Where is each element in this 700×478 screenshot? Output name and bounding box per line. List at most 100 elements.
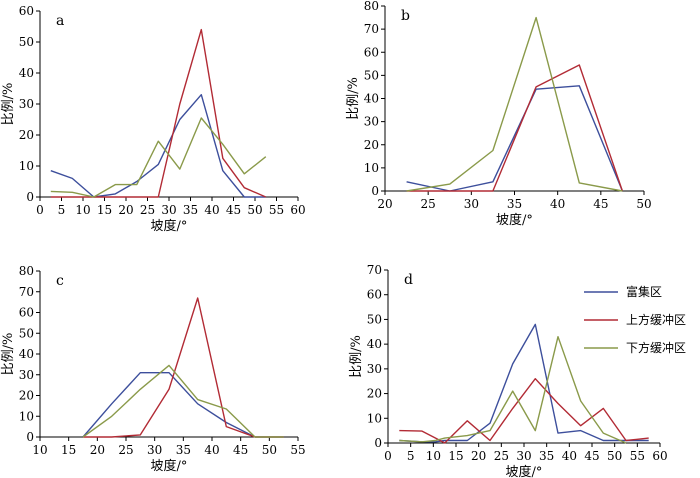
x-tick-label: 25	[494, 449, 509, 463]
y-tick-label: 10	[19, 409, 34, 423]
chart-panel-d: 0 10 20 30 40 50 60 70 0 5 10 15 20 25 30 35 40 45 50 55 60 坡…	[349, 263, 668, 478]
series-line-3	[82, 364, 284, 438]
x-tick-label: 35	[176, 443, 191, 457]
series-line-2	[50, 28, 267, 198]
series-line-3	[50, 117, 267, 198]
y-tick-label: 70	[19, 285, 34, 299]
x-tick-label: 45	[226, 203, 241, 217]
panel-label-b: b	[401, 8, 410, 24]
x-tick-label: 40	[204, 203, 219, 217]
x-tick-label: 10	[32, 443, 47, 457]
y-tick-label: 80	[364, 0, 379, 13]
x-tick-label: 50	[262, 443, 277, 457]
x-tick-label: 30	[516, 449, 531, 463]
legend-label-1: 富集区	[626, 284, 662, 299]
x-tick-label: 50	[636, 197, 651, 211]
y-tick-label: 0	[371, 184, 379, 198]
y-tick-label: 50	[19, 35, 34, 49]
y-tick-label: 30	[364, 115, 379, 129]
y-tick-label: 60	[19, 4, 34, 18]
series-line-1	[50, 93, 266, 198]
y-tick-label: 20	[364, 138, 379, 152]
x-axis-title: 坡度/°	[496, 212, 533, 228]
x-tick-label: 35	[507, 197, 522, 211]
x-tick-label: 30	[161, 203, 176, 217]
y-tick-label: 0	[26, 190, 34, 204]
y-tick-label: 10	[364, 161, 379, 175]
x-tick-label: 35	[183, 203, 198, 217]
x-tick-label: 25	[421, 197, 436, 211]
y-tick-label: 40	[367, 337, 382, 351]
y-tick-label: 20	[367, 387, 382, 401]
y-tick-label: 70	[364, 22, 379, 36]
x-tick-label: 40	[562, 449, 577, 463]
series-line-2	[83, 297, 284, 438]
y-tick-label: 60	[367, 288, 382, 302]
y-tick-label: 10	[19, 159, 34, 173]
legend-label-2: 上方缓冲区	[626, 312, 686, 327]
x-tick-label: 40	[550, 197, 565, 211]
panel-label-c: c	[56, 273, 64, 289]
x-axis-title: 坡度/°	[151, 218, 188, 234]
panel-label-a: a	[56, 13, 64, 29]
x-tick-label: 15	[448, 449, 463, 463]
x-axis-title: 坡度/°	[151, 458, 188, 474]
chart-panel-b: 0 10 20 30 40 50 60 70 80 20 25 30 35 40 45 50 坡度/° 比例/% b	[346, 0, 652, 228]
x-tick-label: 10	[426, 449, 441, 463]
x-axis-title: 坡度/°	[506, 464, 543, 478]
x-tick-label: 25	[118, 443, 133, 457]
x-tick-label: 55	[269, 203, 284, 217]
x-tick-label: 25	[140, 203, 155, 217]
x-tick-label: 30	[147, 443, 162, 457]
series-line-3	[406, 16, 623, 192]
y-tick-label: 50	[19, 326, 34, 340]
x-tick-label: 40	[204, 443, 219, 457]
y-tick-label: 40	[364, 92, 379, 106]
x-tick-label: 45	[233, 443, 248, 457]
x-tick-label: 30	[464, 197, 479, 211]
x-tick-label: 45	[584, 449, 599, 463]
legend-label-3: 下方缓冲区	[626, 340, 686, 355]
x-tick-label: 5	[407, 449, 415, 463]
y-tick-label: 30	[367, 362, 382, 376]
y-tick-label: 60	[19, 306, 34, 320]
y-tick-label: 60	[364, 45, 379, 59]
x-tick-label: 20	[471, 449, 486, 463]
x-tick-label: 15	[61, 443, 76, 457]
panel-label-d: d	[404, 272, 413, 288]
series-line-3	[399, 336, 627, 444]
x-tick-label: 60	[652, 449, 667, 463]
y-tick-label: 50	[367, 312, 382, 326]
x-tick-label: 0	[384, 449, 392, 463]
x-tick-label: 0	[36, 203, 44, 217]
y-tick-label: 20	[19, 128, 34, 142]
y-tick-label: 20	[19, 389, 34, 403]
y-axis-title: 比例/%	[1, 83, 16, 126]
y-tick-label: 10	[367, 411, 382, 425]
series-line-1	[406, 85, 624, 192]
x-tick-label: 55	[630, 449, 645, 463]
y-tick-label: 0	[26, 430, 34, 444]
y-tick-label: 40	[19, 66, 34, 80]
series-line-1	[399, 323, 649, 443]
x-tick-label: 50	[247, 203, 262, 217]
y-tick-label: 50	[364, 68, 379, 82]
x-tick-label: 20	[377, 197, 392, 211]
y-tick-label: 70	[367, 263, 382, 277]
y-tick-label: 0	[374, 436, 382, 450]
x-tick-label: 45	[593, 197, 608, 211]
y-tick-label: 80	[19, 264, 34, 278]
y-tick-label: 30	[19, 368, 34, 382]
x-tick-label: 20	[90, 443, 105, 457]
y-axis-title: 比例/%	[1, 333, 16, 376]
x-tick-label: 60	[290, 203, 305, 217]
x-tick-label: 20	[118, 203, 133, 217]
y-tick-label: 40	[19, 347, 34, 361]
x-tick-label: 55	[290, 443, 305, 457]
x-tick-label: 5	[58, 203, 66, 217]
series-line-2	[406, 64, 624, 192]
